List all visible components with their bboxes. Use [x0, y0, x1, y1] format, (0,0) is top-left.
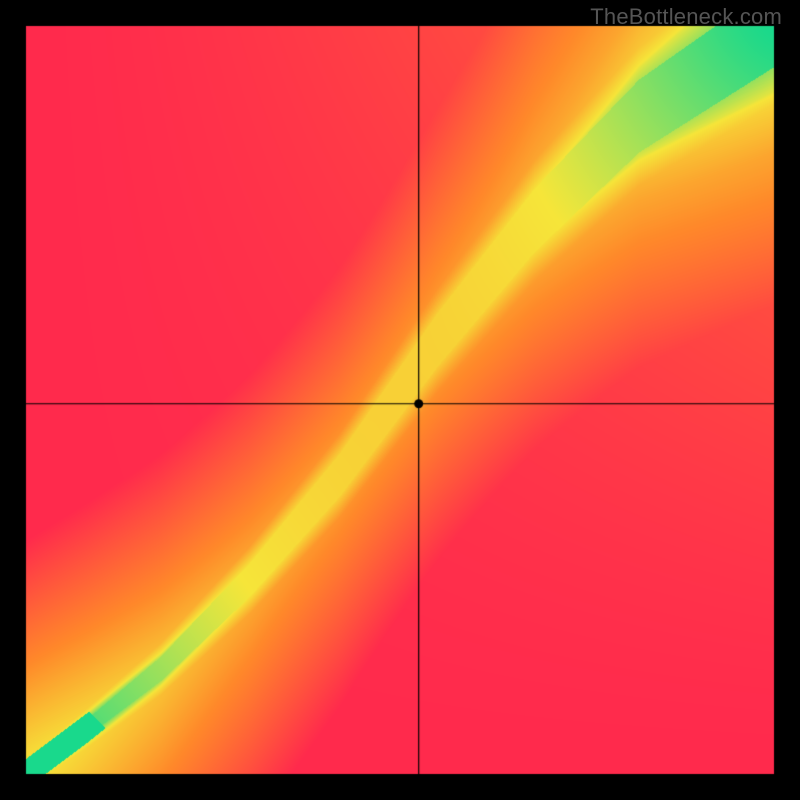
chart-container: TheBottleneck.com [0, 0, 800, 800]
heatmap-canvas [0, 0, 800, 800]
watermark-text: TheBottleneck.com [590, 4, 782, 30]
